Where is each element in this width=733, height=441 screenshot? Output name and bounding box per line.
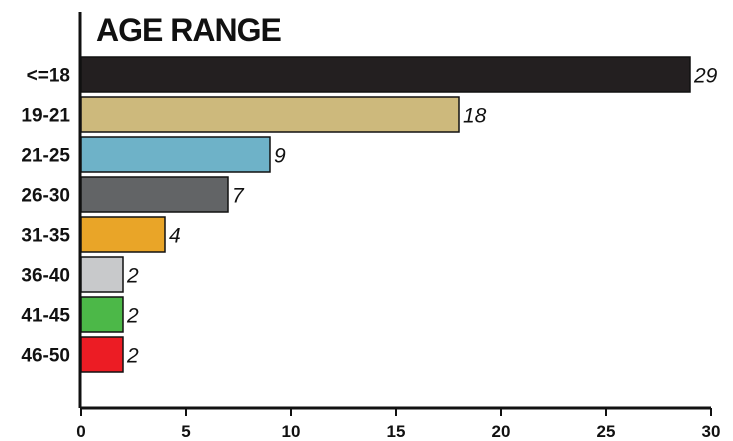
value-label-1: 18: [463, 105, 487, 128]
bar-5: [81, 257, 123, 292]
value-label-2: 9: [274, 145, 286, 168]
value-label-7: 2: [126, 345, 139, 368]
x-tick-label-0: 0: [76, 422, 85, 441]
value-label-3: 7: [232, 185, 245, 208]
value-label-4: 4: [169, 225, 181, 248]
value-label-6: 2: [126, 305, 139, 328]
x-tick-label-6: 30: [702, 422, 721, 441]
bar-4: [81, 217, 165, 252]
category-label-0: <=18: [27, 66, 70, 87]
category-label-7: 46-50: [21, 346, 70, 367]
category-label-6: 41-45: [21, 306, 70, 327]
x-tick-label-1: 5: [181, 422, 190, 441]
category-label-1: 19-21: [21, 106, 70, 127]
x-tick-label-2: 10: [282, 422, 301, 441]
bar-7: [81, 337, 123, 372]
chart-title: AGE RANGE: [96, 12, 281, 48]
bar-0: [81, 57, 690, 92]
value-label-0: 29: [693, 65, 718, 88]
category-label-3: 26-30: [21, 186, 70, 207]
bars-group: <=18 29 19-21 18 21-25 9 26-30 7 31-35 4 36-40 2 41-…: [21, 57, 717, 372]
x-tick-label-5: 25: [597, 422, 616, 441]
x-tick-label-3: 15: [387, 422, 406, 441]
x-ticks-group: 0 5 10 15 20 25 30: [76, 408, 720, 441]
x-tick-label-4: 20: [492, 422, 511, 441]
value-label-5: 2: [126, 265, 139, 288]
bar-1: [81, 97, 459, 132]
category-label-2: 21-25: [21, 146, 70, 167]
bar-3: [81, 177, 228, 212]
category-label-5: 36-40: [21, 266, 70, 287]
category-label-4: 31-35: [21, 226, 70, 247]
bar-2: [81, 137, 270, 172]
bar-6: [81, 297, 123, 332]
